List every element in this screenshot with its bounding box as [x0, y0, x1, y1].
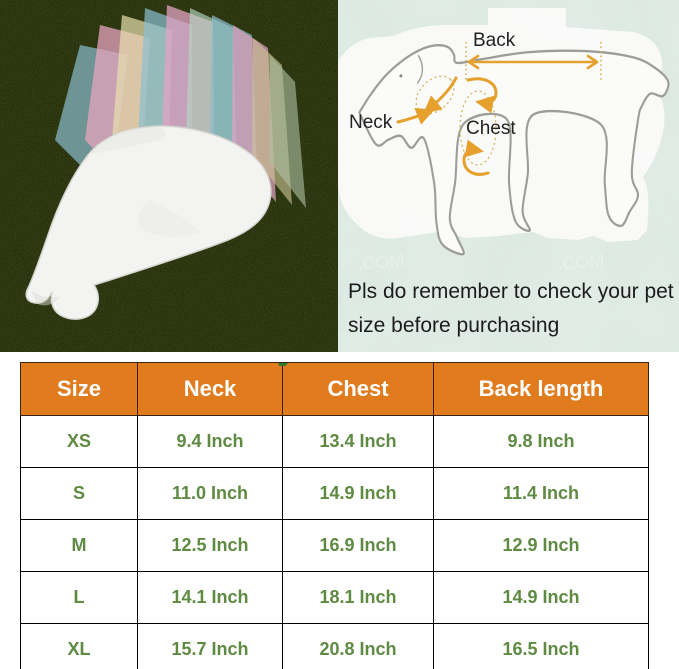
svg-text:Back: Back	[473, 30, 516, 51]
svg-text:Neck: Neck	[349, 112, 393, 133]
svg-text:Pls do remember to check your: Pls do remember to check your pet	[348, 280, 674, 303]
svg-text:.COM: .COM	[557, 250, 606, 274]
svg-text:size before purchasing: size before purchasing	[348, 314, 559, 337]
svg-text:.COM: .COM	[357, 250, 406, 274]
svg-text:Chest: Chest	[466, 118, 516, 139]
